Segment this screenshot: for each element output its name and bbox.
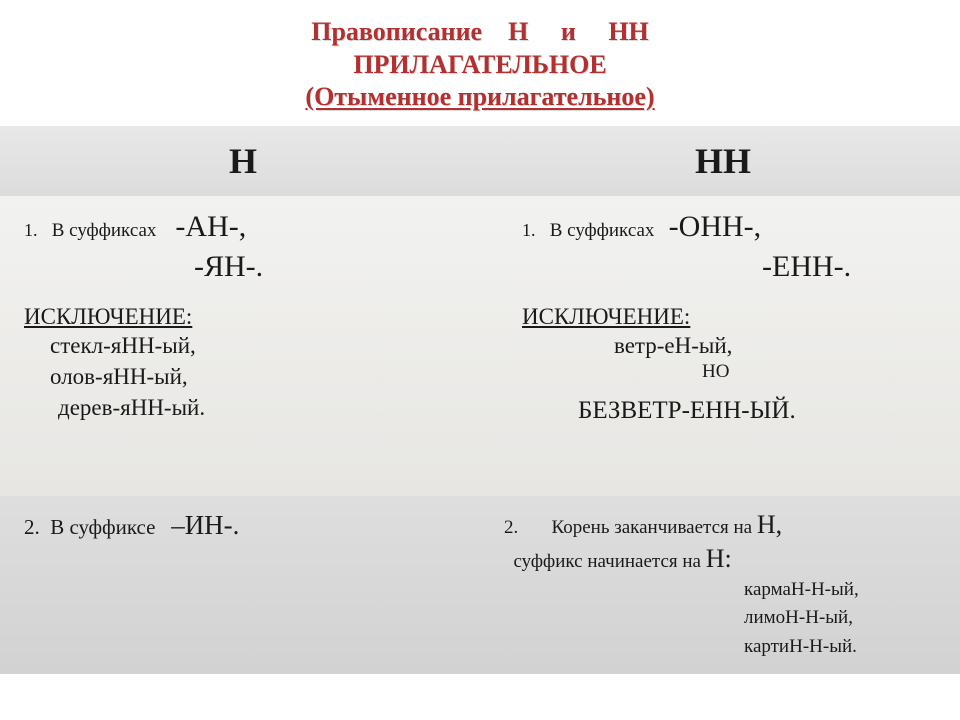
nn-suffix-enn: -ЕНН-. — [522, 250, 942, 284]
cell-n-rule2: 2. В суффиксе –ИН-. — [0, 496, 480, 674]
n-suffix-an: -АН-, — [175, 210, 246, 243]
n-suffix-in: –ИН-. — [171, 510, 239, 540]
n-rule2: 2. В суффиксе –ИН-. — [24, 510, 462, 541]
header-nn: НН — [480, 126, 960, 196]
slide: Правописание Н и НН ПРИЛАГАТЕЛЬНОЕ (Отым… — [0, 0, 960, 720]
title-line-3: (Отыменное прилагательное) — [0, 81, 960, 114]
title-word-2: Н — [508, 17, 528, 46]
nn-rule2-num: 2. — [504, 517, 518, 538]
title-line-1: Правописание Н и НН — [0, 16, 960, 49]
rules-table: Н НН 1. В суффиксах -АН-, -ЯН-. ИСКЛЮЧЕН… — [0, 126, 960, 674]
nn-rule2-line1: 2. Корень заканчивается на Н, — [504, 510, 942, 540]
nn-suffix-onn: -ОНН-, — [669, 210, 761, 243]
nn-example-2: лимоН-Н-ый, — [504, 606, 942, 631]
title-word-4: НН — [608, 17, 648, 46]
nn-rule2-n1: Н, — [757, 510, 782, 539]
table-rule2-row: 2. В суффиксе –ИН-. 2. Корень заканчивае… — [0, 496, 960, 674]
nn-exception-head: ИСКЛЮЧЕНИЕ: — [522, 304, 942, 330]
nn-rule2-n2: Н: — [706, 544, 732, 573]
nn-rule2-text1: Корень заканчивается на — [552, 517, 753, 538]
cell-n-rule1: 1. В суффиксах -АН-, -ЯН-. ИСКЛЮЧЕНИЕ: с… — [0, 196, 480, 496]
n-suffix-yan: -ЯН-. — [24, 250, 462, 284]
cell-nn-rule1: 1. В суффиксах -ОНН-, -ЕНН-. ИСКЛЮЧЕНИЕ:… — [480, 196, 960, 496]
n-exception-3: дерев-яНН-ый. — [24, 392, 462, 423]
title-line-2: ПРИЛАГАТЕЛЬНОЕ — [0, 49, 960, 82]
nn-rule2-line2: суффикс начинается на Н: — [504, 544, 942, 574]
n-rule1-num: 1. — [24, 220, 38, 240]
nn-no-word: НО — [522, 361, 942, 383]
title-block: Правописание Н и НН ПРИЛАГАТЕЛЬНОЕ (Отым… — [0, 0, 960, 126]
nn-example-1: кармаН-Н-ый, — [504, 578, 942, 603]
n-rule2-text: В суффиксе — [50, 515, 155, 539]
nn-bezvetr: БЕЗВЕТР-ЕНН-ЫЙ. — [522, 397, 942, 425]
cell-nn-rule2: 2. Корень заканчивается на Н, суффикс на… — [480, 496, 960, 674]
nn-rule1-lead: 1. В суффиксах -ОНН-, — [522, 210, 942, 244]
title-word-1: Правописание — [311, 17, 482, 46]
header-n: Н — [0, 126, 480, 196]
n-exception-1: стекл-яНН-ый, — [24, 330, 462, 361]
nn-example-3: картиН-Н-ый. — [504, 635, 942, 660]
n-rule1-text: В суффиксах — [52, 220, 157, 241]
nn-rule1-num: 1. — [522, 220, 536, 240]
nn-rule2-text2: суффикс начинается на — [514, 551, 702, 572]
n-rule2-num: 2. — [24, 515, 40, 539]
table-header-row: Н НН — [0, 126, 960, 196]
title-word-3: и — [561, 17, 576, 46]
table-rule1-row: 1. В суффиксах -АН-, -ЯН-. ИСКЛЮЧЕНИЕ: с… — [0, 196, 960, 496]
n-exception-2: олов-яНН-ый, — [24, 361, 462, 392]
n-rule1-lead: 1. В суффиксах -АН-, — [24, 210, 462, 244]
nn-exception-1: ветр-еН-ый, — [522, 330, 942, 361]
n-exception-head: ИСКЛЮЧЕНИЕ: — [24, 304, 462, 330]
nn-rule1-text: В суффиксах — [550, 220, 655, 241]
